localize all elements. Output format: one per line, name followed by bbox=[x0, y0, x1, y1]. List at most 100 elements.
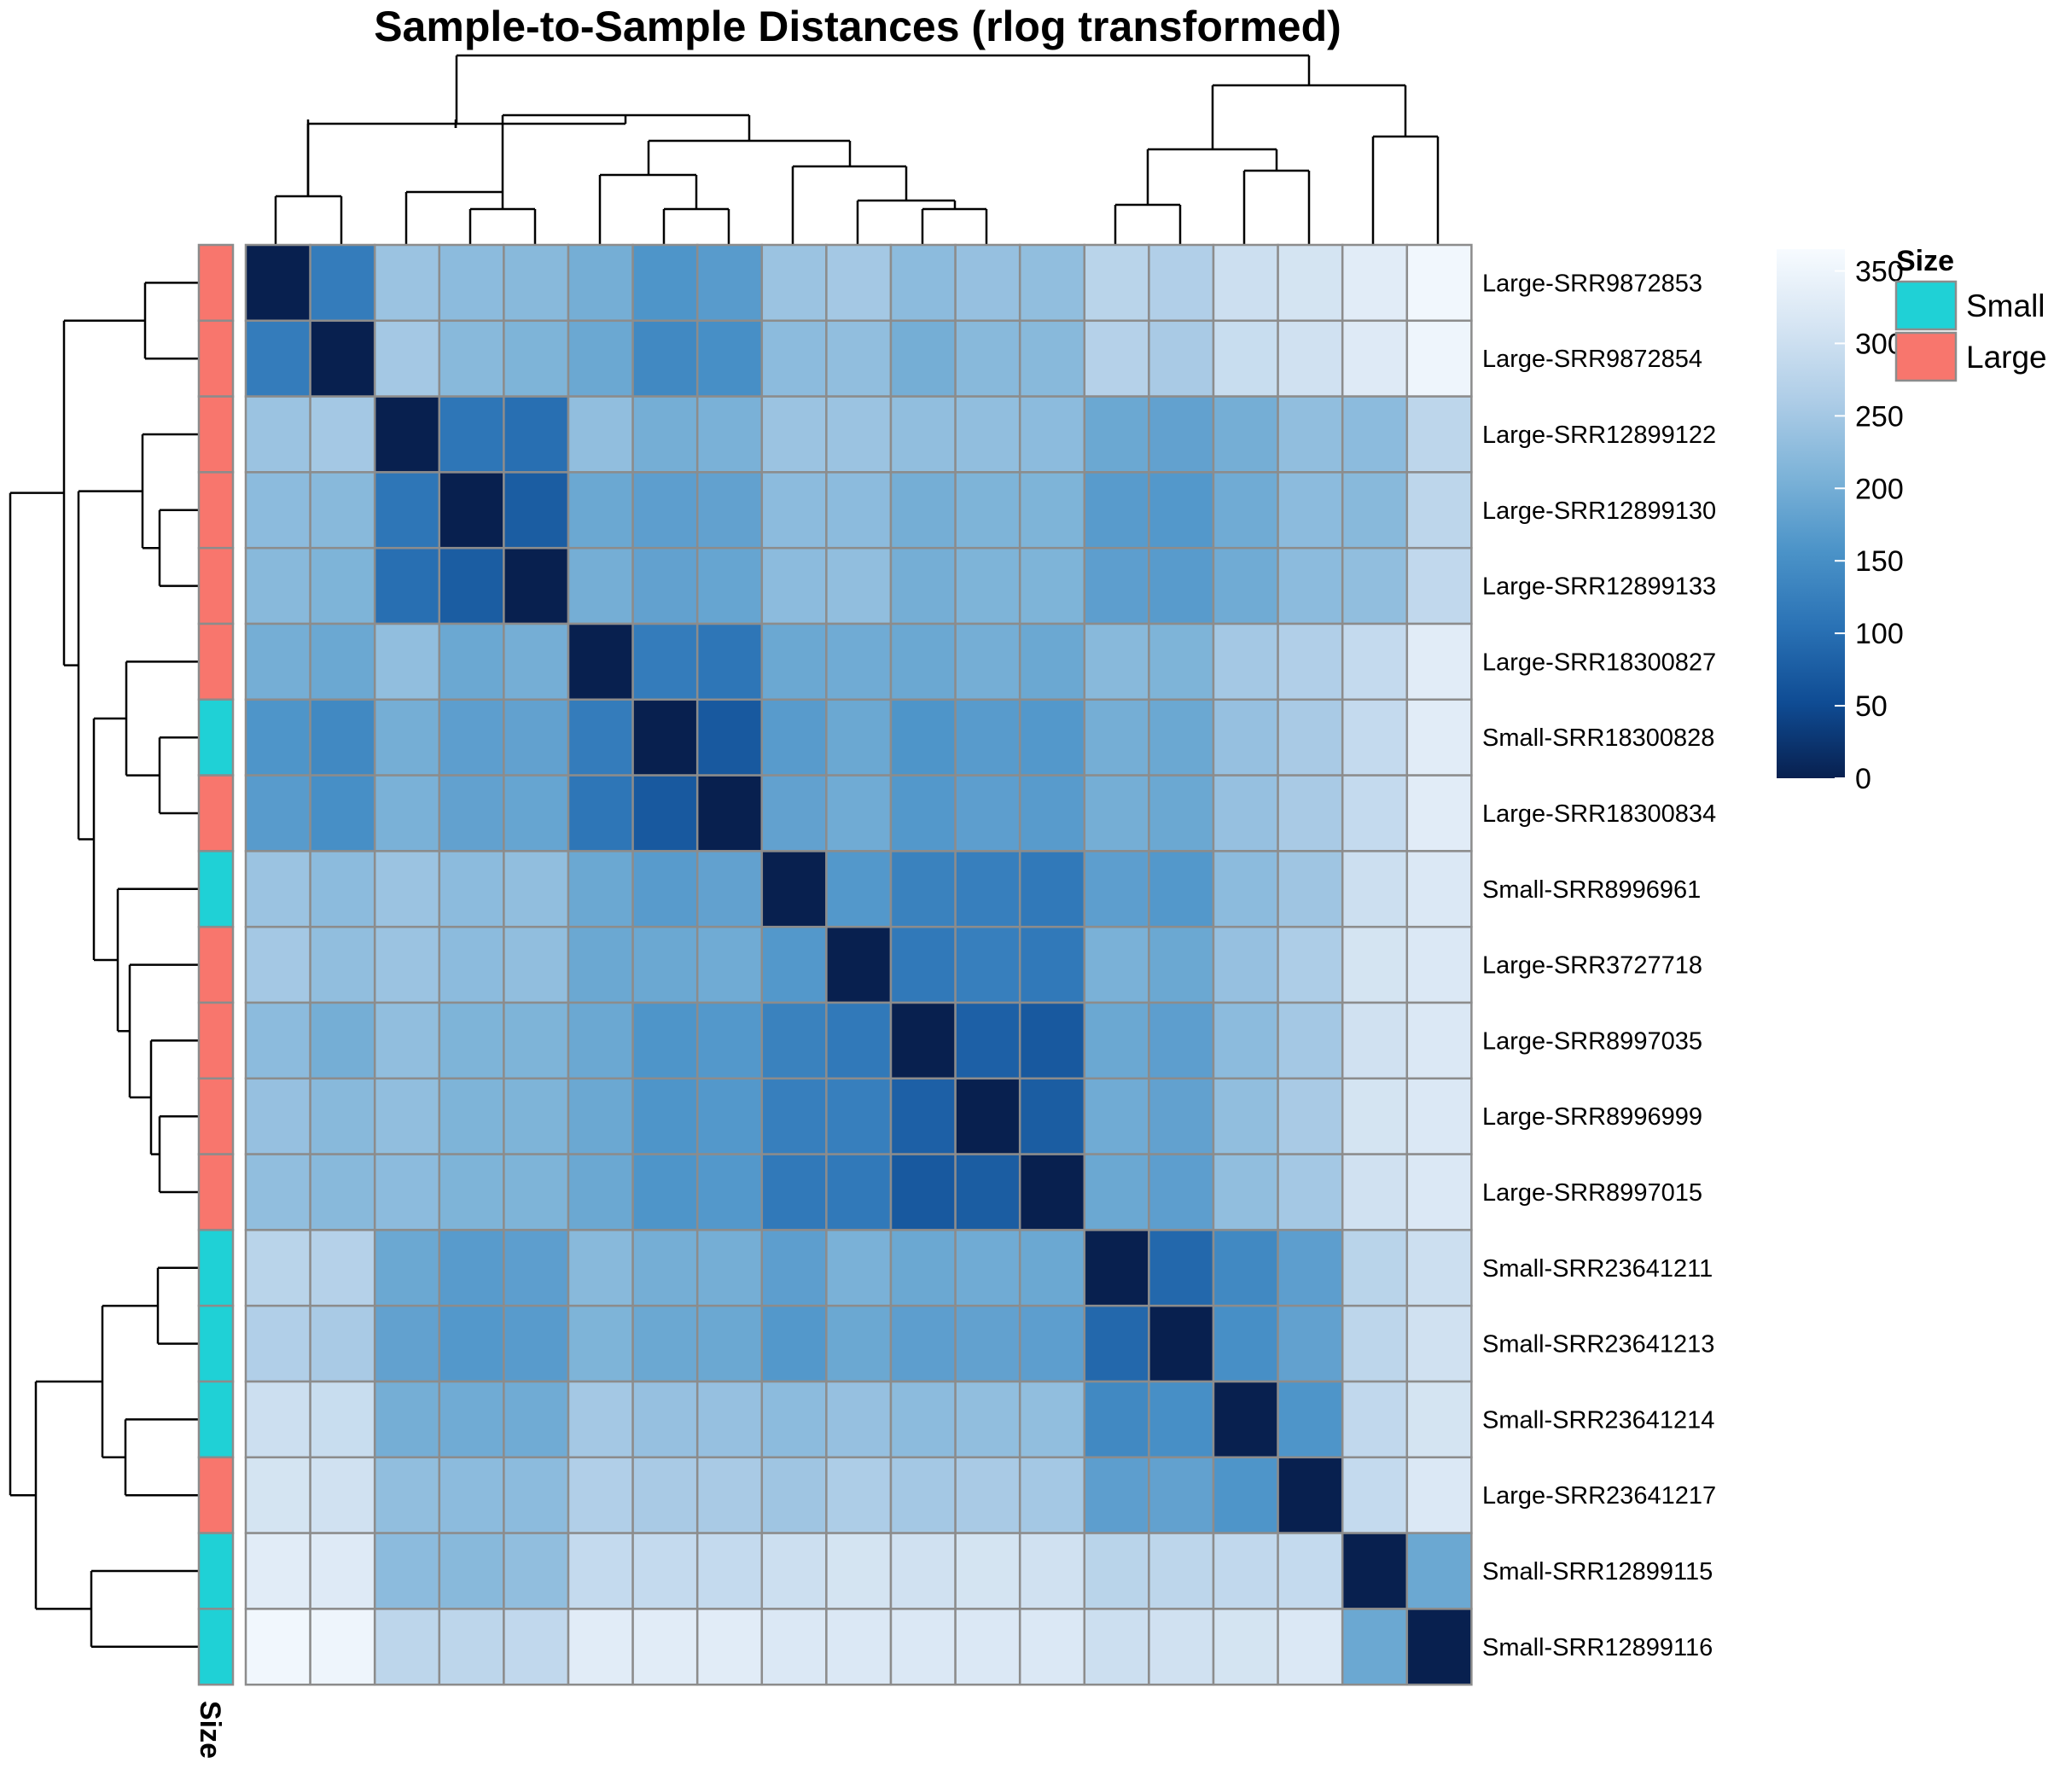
heatmap-cell bbox=[889, 1532, 957, 1610]
heatmap-cell bbox=[825, 622, 893, 701]
heatmap-cell bbox=[1277, 319, 1344, 398]
heatmap-cell bbox=[438, 925, 505, 1004]
heatmap-cell bbox=[825, 1153, 893, 1231]
heatmap-cell bbox=[1083, 850, 1150, 928]
row-label: Large-SRR8996999 bbox=[1482, 1103, 1702, 1131]
heatmap-cell bbox=[760, 698, 828, 777]
heatmap-cell bbox=[309, 1001, 376, 1080]
heatmap-cell bbox=[1405, 698, 1473, 777]
heatmap-cell bbox=[889, 1304, 957, 1383]
heatmap-cell bbox=[1405, 1304, 1473, 1383]
heatmap-cell bbox=[760, 1077, 828, 1155]
heatmap-cell bbox=[954, 395, 1021, 474]
heatmap-cell bbox=[631, 1456, 699, 1534]
heatmap-cell bbox=[695, 850, 764, 928]
colorbar-tick-label: 0 bbox=[1855, 763, 1871, 795]
heatmap-cell bbox=[1277, 1456, 1344, 1534]
row-label: Large-SRR12899130 bbox=[1482, 497, 1716, 525]
heatmap-cell bbox=[1341, 1532, 1409, 1610]
heatmap-cell bbox=[1212, 1456, 1279, 1534]
heatmap-cell bbox=[373, 243, 441, 323]
heatmap-cell bbox=[760, 319, 828, 398]
annotation-cell bbox=[197, 698, 235, 777]
heatmap-cell bbox=[1341, 622, 1409, 701]
heatmap-cell bbox=[309, 622, 376, 701]
heatmap-cells bbox=[244, 243, 1473, 1686]
heatmap-cell bbox=[1212, 1532, 1279, 1610]
heatmap-cell bbox=[695, 1304, 764, 1383]
heatmap-cell bbox=[1341, 1229, 1409, 1307]
heatmap-cell bbox=[1083, 1077, 1150, 1155]
heatmap-cell bbox=[1148, 1077, 1215, 1155]
heatmap-cell bbox=[1148, 774, 1215, 852]
heatmap-cell bbox=[825, 546, 893, 625]
heatmap-cell bbox=[373, 395, 441, 474]
heatmap-cell bbox=[1083, 319, 1150, 398]
heatmap-cell bbox=[1277, 1304, 1344, 1383]
heatmap-cell bbox=[309, 925, 376, 1004]
row-label: Small-SRR23641211 bbox=[1482, 1255, 1713, 1283]
heatmap-cell bbox=[631, 698, 699, 777]
heatmap-cell bbox=[760, 1304, 828, 1383]
heatmap-cell bbox=[825, 471, 893, 550]
heatmap-cell bbox=[1277, 850, 1344, 928]
heatmap-cell bbox=[1018, 1456, 1086, 1534]
annotation-cell bbox=[197, 1608, 235, 1686]
heatmap-cell bbox=[503, 925, 570, 1004]
heatmap-cell bbox=[1212, 1229, 1279, 1307]
heatmap-cell bbox=[1018, 850, 1086, 928]
heatmap-cell bbox=[695, 1532, 764, 1610]
heatmap-cell bbox=[567, 1532, 634, 1610]
heatmap-cell bbox=[1148, 622, 1215, 701]
size-legend-title: Size bbox=[1896, 245, 1954, 277]
heatmap-cell bbox=[760, 850, 828, 928]
heatmap-cell bbox=[1018, 1608, 1086, 1686]
heatmap-cell bbox=[244, 698, 311, 777]
heatmap-cell bbox=[244, 546, 311, 625]
heatmap-cell bbox=[825, 1001, 893, 1080]
heatmap-cell bbox=[1148, 850, 1215, 928]
heatmap-cell bbox=[438, 471, 505, 550]
heatmap-cell bbox=[438, 622, 505, 701]
heatmap-cell bbox=[1277, 622, 1344, 701]
heatmap-cell bbox=[695, 1229, 764, 1307]
heatmap-cell bbox=[309, 698, 376, 777]
heatmap-cell bbox=[373, 1456, 441, 1534]
size-legend-swatch bbox=[1894, 331, 1958, 382]
size-legend-label: Large bbox=[1966, 340, 2047, 375]
heatmap-cell bbox=[1405, 1380, 1473, 1459]
colorbar-tick-label: 200 bbox=[1855, 473, 1904, 505]
heatmap-cell bbox=[373, 546, 441, 625]
heatmap-cell bbox=[309, 319, 376, 398]
heatmap-cell bbox=[954, 546, 1021, 625]
heatmap-cell bbox=[954, 1380, 1021, 1459]
heatmap-cell bbox=[244, 471, 311, 550]
heatmap-cell bbox=[1212, 1608, 1279, 1686]
heatmap-cell bbox=[567, 1304, 634, 1383]
heatmap-cell bbox=[889, 774, 957, 852]
heatmap-cell bbox=[244, 1532, 311, 1610]
heatmap-cell bbox=[631, 319, 699, 398]
heatmap-cell bbox=[1083, 1304, 1150, 1383]
heatmap-cell bbox=[695, 622, 764, 701]
annotation-cell bbox=[197, 1304, 235, 1383]
heatmap-cell bbox=[954, 1456, 1021, 1534]
heatmap-cell bbox=[1277, 925, 1344, 1004]
heatmap-cell bbox=[503, 698, 570, 777]
heatmap-cell bbox=[244, 1229, 311, 1307]
heatmap-cell bbox=[1405, 774, 1473, 852]
heatmap-cell bbox=[244, 1304, 311, 1383]
heatmap-cell bbox=[954, 850, 1021, 928]
heatmap-cell bbox=[1405, 622, 1473, 701]
heatmap-cell bbox=[438, 546, 505, 625]
heatmap-cell bbox=[309, 546, 376, 625]
heatmap-cell bbox=[503, 774, 570, 852]
heatmap-cell bbox=[567, 1380, 634, 1459]
heatmap-cell bbox=[954, 243, 1021, 323]
heatmap-cell bbox=[567, 395, 634, 474]
heatmap-cell bbox=[1018, 243, 1086, 323]
annotation-cell bbox=[197, 1380, 235, 1459]
heatmap-cell bbox=[760, 774, 828, 852]
annotation-cell bbox=[197, 1001, 235, 1080]
heatmap-cell bbox=[825, 1380, 893, 1459]
